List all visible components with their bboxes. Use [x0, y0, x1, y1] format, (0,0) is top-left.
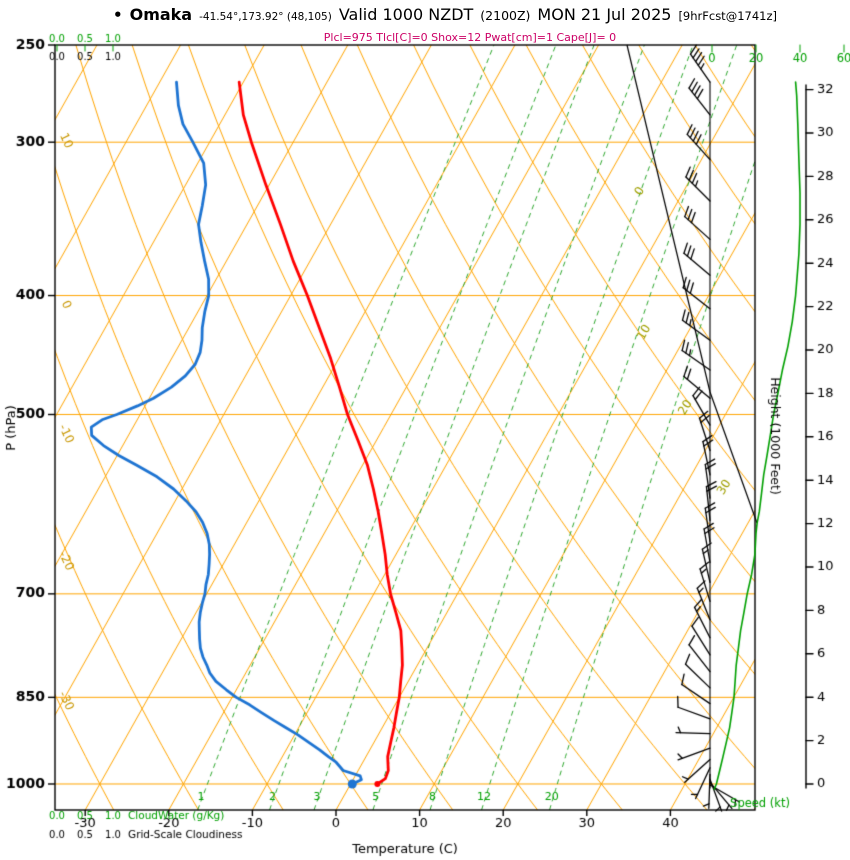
valid-time-label: Valid 1000 NZDT: [338, 5, 474, 24]
station-bullet: •: [113, 6, 123, 24]
valid-utc-label: (2100Z): [480, 8, 531, 23]
station-coords: -41.54°,173.92° (48,105): [199, 11, 332, 23]
station-name: Omaka: [129, 5, 193, 24]
stability-indices: Plcl=975 Tlcl[C]=0 Shox=12 Pwat[cm]=1 Ca…: [323, 31, 617, 44]
valid-date-label: MON 21 Jul 2025: [537, 5, 672, 24]
forecast-tag: [9hrFcst@1741z]: [678, 9, 777, 23]
chart-title: • Omaka -41.54°,173.92° (48,105) Valid 1…: [40, 5, 850, 24]
